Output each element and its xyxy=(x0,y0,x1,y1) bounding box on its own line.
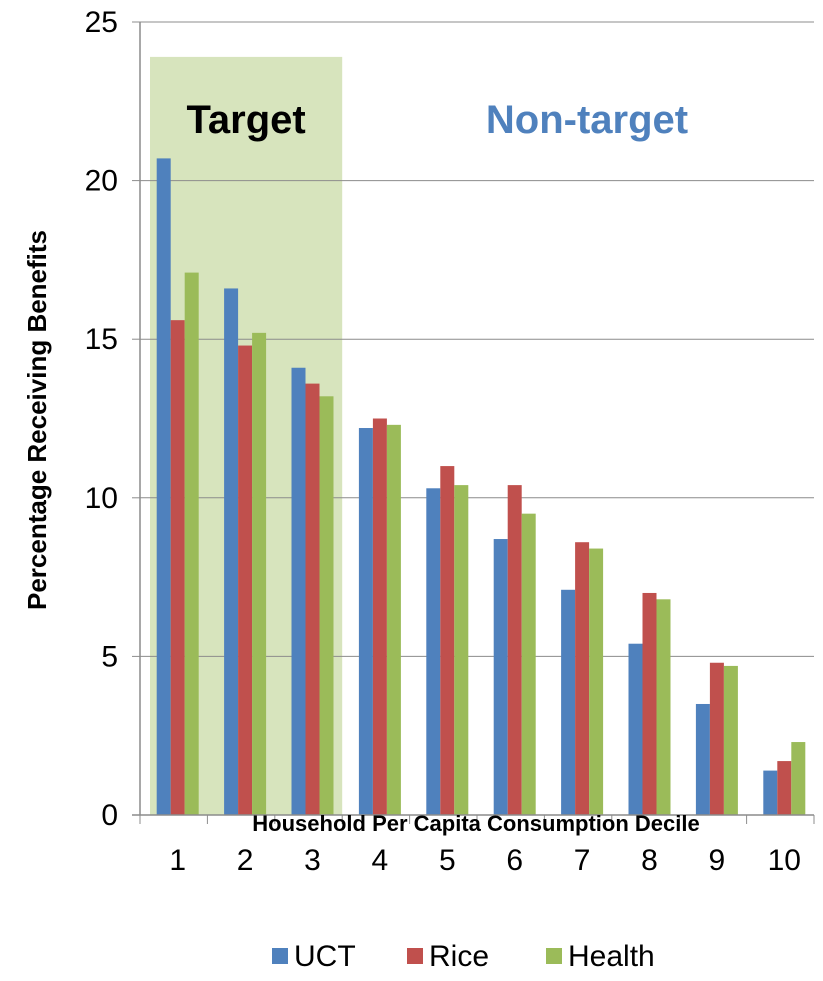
bar-uct-7 xyxy=(561,589,576,815)
bar-uct-9 xyxy=(695,703,710,815)
bar-health-4 xyxy=(386,424,401,815)
x-tick-label-5: 5 xyxy=(439,844,456,877)
bar-rice-6 xyxy=(507,485,522,815)
legend: UCT Rice Health xyxy=(272,940,655,973)
bar-rice-7 xyxy=(575,542,590,815)
x-tick-label-4: 4 xyxy=(372,844,389,877)
bar-health-6 xyxy=(521,513,536,815)
legend-label-rice: Rice xyxy=(429,940,489,973)
region-non-target-label: Non-target xyxy=(486,98,688,142)
bar-uct-2 xyxy=(224,288,239,815)
x-tick-label-8: 8 xyxy=(641,844,658,877)
bar-rice-9 xyxy=(709,662,724,815)
legend-label-health: Health xyxy=(568,940,655,973)
bar-health-10 xyxy=(791,742,806,815)
bar-rice-8 xyxy=(642,592,657,815)
y-tick-label-20: 20 xyxy=(85,165,118,198)
y-axis-title: Percentage Receiving Benefits xyxy=(22,230,52,610)
bar-health-8 xyxy=(656,599,671,815)
labels: Target Non-target 0 5 10 15 20 25 1 2 3 4 5 6 7 8 9 10 xyxy=(85,6,801,877)
x-tick-label-6: 6 xyxy=(506,844,523,877)
bar-health-1 xyxy=(184,272,199,815)
y-tick-label-5: 5 xyxy=(101,640,118,673)
y-tick-label-0: 0 xyxy=(101,799,118,832)
legend-swatch-rice xyxy=(407,948,423,964)
y-tick-label-25: 25 xyxy=(85,6,118,39)
x-tick-label-7: 7 xyxy=(574,844,591,877)
bar-health-7 xyxy=(589,548,604,815)
bars xyxy=(156,158,806,815)
x-tick-label-3: 3 xyxy=(304,844,321,877)
bar-rice-10 xyxy=(777,761,792,815)
bar-rice-1 xyxy=(170,320,185,815)
legend-swatch-health xyxy=(546,948,562,964)
bar-rice-4 xyxy=(372,418,387,815)
bar-uct-4 xyxy=(358,428,373,815)
region-target-label: Target xyxy=(186,98,305,142)
bar-health-3 xyxy=(319,396,334,815)
legend-label-uct: UCT xyxy=(294,940,356,973)
bar-rice-2 xyxy=(238,345,253,815)
bar-health-2 xyxy=(252,332,267,815)
x-axis-title: Household Per Capita Consumption Decile xyxy=(252,811,699,836)
axes xyxy=(132,21,815,824)
y-tick-label-10: 10 xyxy=(85,482,118,515)
bar-uct-10 xyxy=(763,770,778,815)
bar-health-5 xyxy=(454,485,469,815)
bar-uct-1 xyxy=(156,158,171,815)
bar-rice-3 xyxy=(305,383,320,815)
bar-uct-5 xyxy=(426,488,441,815)
bar-rice-5 xyxy=(440,466,455,815)
bar-uct-3 xyxy=(291,367,306,815)
bar-health-9 xyxy=(723,665,738,815)
y-tick-label-15: 15 xyxy=(85,323,118,356)
x-tick-label-9: 9 xyxy=(709,844,726,877)
x-tick-label-10: 10 xyxy=(768,844,801,877)
x-tick-label-1: 1 xyxy=(169,844,186,877)
legend-swatch-uct xyxy=(272,948,288,964)
bar-uct-6 xyxy=(493,539,508,815)
bar-uct-8 xyxy=(628,643,643,815)
x-tick-label-2: 2 xyxy=(237,844,254,877)
